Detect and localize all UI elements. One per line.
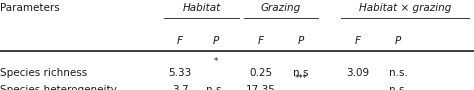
Text: Grazing: Grazing	[261, 3, 301, 13]
Text: n.s.: n.s.	[389, 85, 408, 90]
Text: F: F	[355, 36, 361, 46]
Text: 3.7: 3.7	[172, 85, 189, 90]
Text: 0.25: 0.25	[249, 68, 272, 77]
Text: Habitat: Habitat	[182, 3, 220, 13]
Text: P: P	[395, 36, 401, 46]
Text: Habitat × grazing: Habitat × grazing	[359, 3, 451, 13]
Text: Species richness: Species richness	[0, 68, 87, 77]
Text: n.s.: n.s.	[389, 68, 408, 77]
Text: *: *	[214, 57, 218, 66]
Text: 3.09: 3.09	[346, 68, 369, 77]
Text: n.s.: n.s.	[206, 85, 225, 90]
Text: Species heterogeneity: Species heterogeneity	[0, 85, 117, 90]
Text: P: P	[212, 36, 219, 46]
Text: 17.35: 17.35	[246, 85, 276, 90]
Text: ***: ***	[295, 74, 307, 83]
Text: F: F	[258, 36, 264, 46]
Text: Parameters: Parameters	[0, 3, 60, 13]
Text: n.s: n.s	[293, 68, 309, 77]
Text: P: P	[298, 36, 304, 46]
Text: F: F	[177, 36, 183, 46]
Text: 5.33: 5.33	[168, 68, 192, 77]
